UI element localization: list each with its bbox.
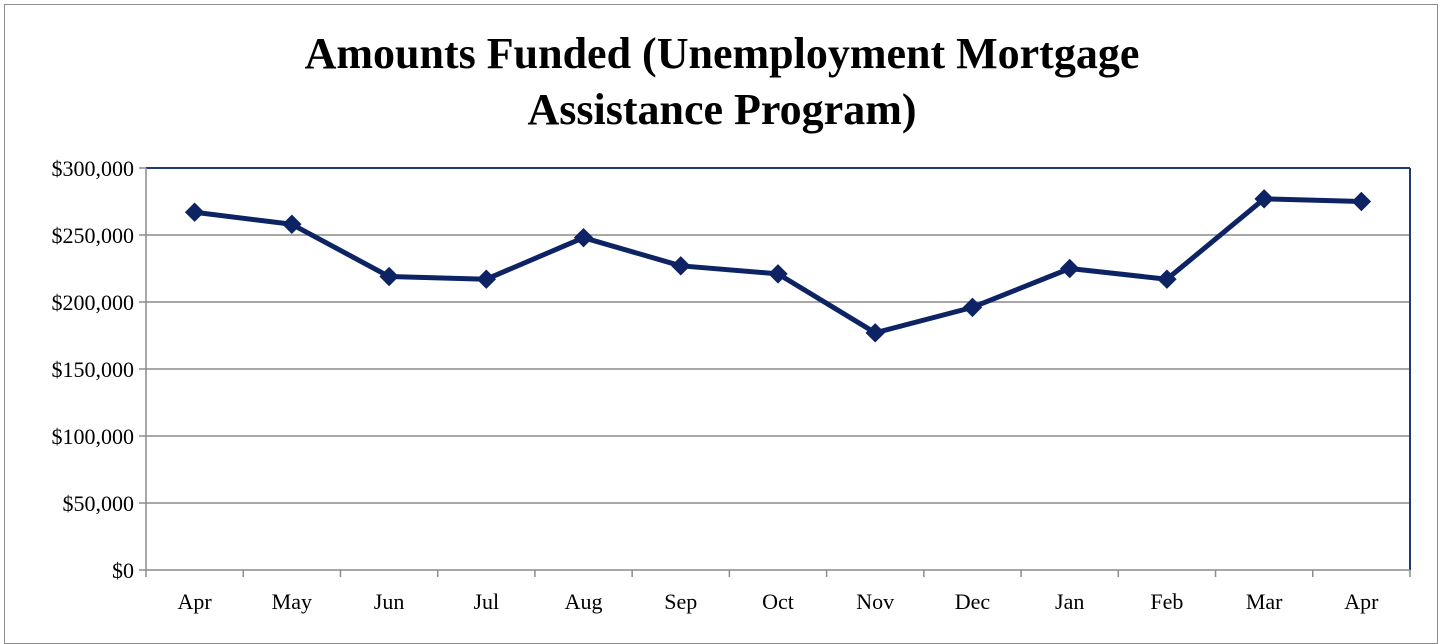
y-axis-tick-labels: $0 $50,000 $100,000 $150,000 $200,000 $250,00… (52, 156, 135, 583)
chart-frame (4, 4, 1438, 644)
data-point-marker (1351, 191, 1372, 212)
data-point-marker (1157, 269, 1177, 289)
data-point-marker (865, 323, 885, 343)
y-tick-label: $50,000 (63, 491, 135, 516)
data-point-marker (671, 256, 691, 276)
x-tick-label: May (272, 589, 312, 614)
data-point-marker (1059, 258, 1080, 279)
y-tick-label: $300,000 (52, 156, 135, 181)
x-tick-label: Jul (473, 589, 499, 614)
data-point-marker (184, 202, 205, 222)
x-tick-label: Feb (1150, 589, 1183, 614)
chart-title-line-1: Amounts Funded (Unemployment Mortgage (305, 29, 1140, 78)
x-tick-label: Jan (1055, 589, 1084, 614)
y-tick-label: $250,000 (52, 223, 135, 248)
x-tick-label: Dec (955, 589, 991, 614)
x-tick-label: Mar (1246, 589, 1283, 614)
data-point-marker (1254, 189, 1274, 209)
data-point-marker (476, 269, 497, 289)
x-tick-label: Aug (565, 589, 603, 614)
x-tick-label: Apr (178, 589, 213, 614)
data-point-marker (379, 266, 399, 287)
x-tick-label: Apr (1344, 589, 1379, 614)
data-point-marker (768, 264, 788, 284)
grid-lines (146, 234, 1410, 504)
y-tick-label: $200,000 (52, 290, 135, 315)
y-tick-label: $150,000 (52, 357, 135, 382)
x-axis-tick-labels: Apr May Jun Jul Aug Sep Oct Nov Dec Jan Feb Mar Apr (178, 589, 1380, 614)
series-layer (184, 189, 1372, 343)
axes (139, 167, 1411, 577)
x-tick-label: Oct (762, 589, 794, 614)
chart-title-line-2: Assistance Program) (528, 85, 917, 134)
data-point-marker (282, 214, 302, 234)
x-tick-label: Sep (664, 589, 697, 614)
y-tick-label: $100,000 (52, 424, 135, 449)
line-chart: Amounts Funded (Unemployment Mortgage As… (52, 29, 1411, 614)
data-point-marker (573, 227, 594, 248)
y-tick-label: $0 (112, 558, 134, 583)
data-point-marker (962, 297, 983, 318)
x-tick-label: Jun (374, 589, 405, 614)
x-tick-label: Nov (856, 589, 894, 614)
